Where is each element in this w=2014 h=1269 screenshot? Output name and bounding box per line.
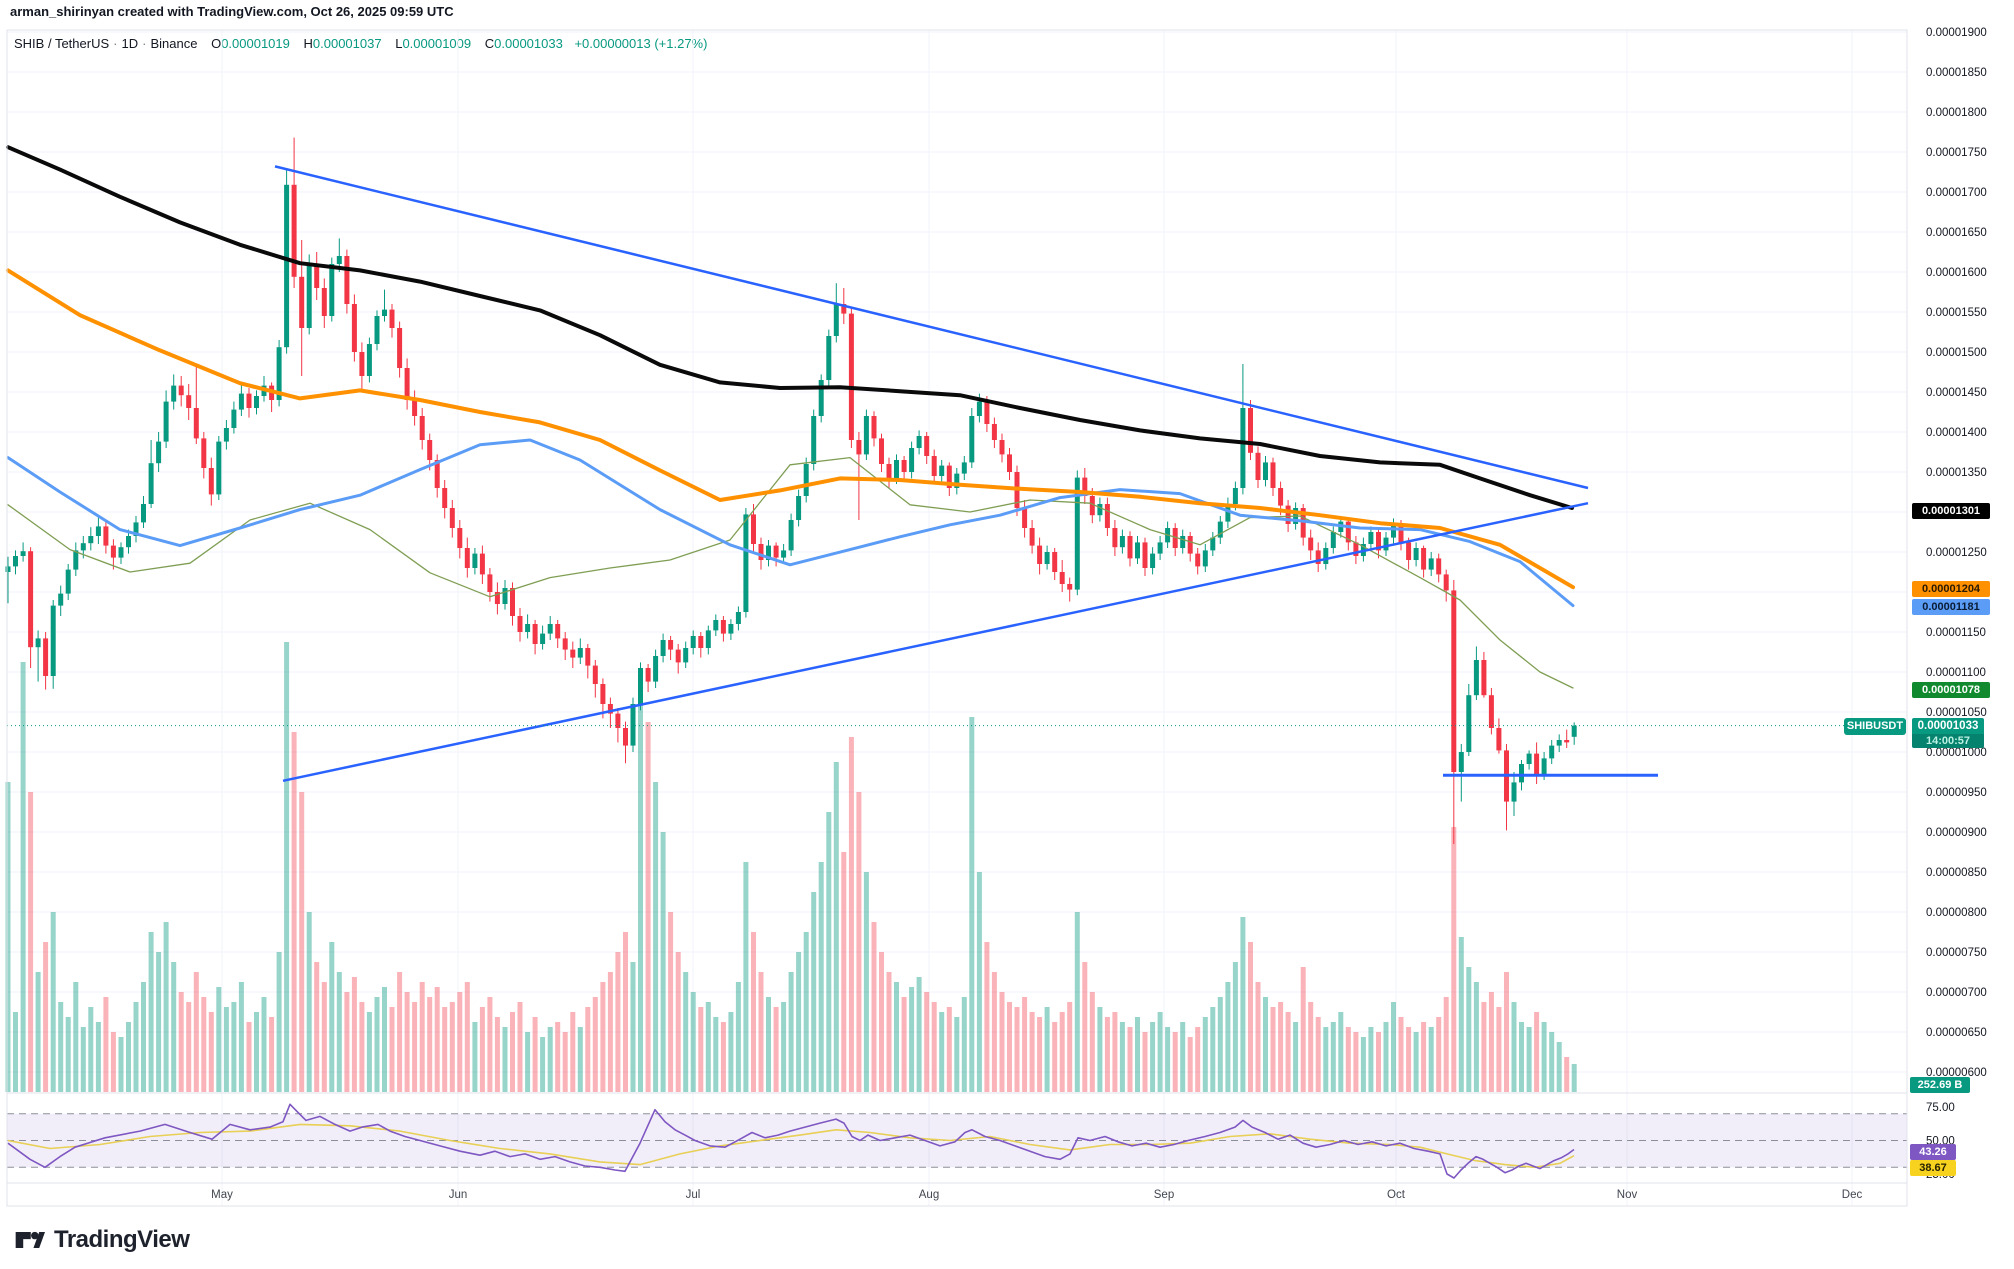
tradingview-logo-icon — [15, 1231, 45, 1248]
month-label: Oct — [1387, 1189, 1406, 1201]
price-tick-label: 0.00001000 — [1926, 747, 1987, 759]
tradingview-logo[interactable]: TradingView — [13, 1224, 190, 1256]
month-label: Sep — [1154, 1189, 1174, 1201]
price-tick-label: 0.00001650 — [1926, 227, 1987, 239]
volume-badge: 252.69 B — [1910, 1077, 1970, 1093]
price-tick-label: 0.00001100 — [1926, 667, 1986, 679]
price-tick-label: 0.00001800 — [1926, 107, 1987, 119]
rsi-tick-label: 75.00 — [1926, 1102, 1955, 1114]
moving-average-green[interactable] — [7, 456, 1574, 689]
price-tick-label: 0.00001050 — [1926, 707, 1987, 719]
price-tick-label: 0.00000850 — [1926, 867, 1987, 879]
month-label: Jul — [686, 1189, 701, 1201]
last-price-value: 0.00001033 — [1917, 720, 1979, 732]
price-tick-label: 0.00000700 — [1926, 987, 1987, 999]
last-price-badge: 0.00001033 14:00:57 — [1912, 718, 1984, 748]
ma-price-badge-black: 0.00001301 — [1912, 503, 1990, 519]
moving-average-blue[interactable] — [6, 438, 1575, 608]
month-label: Aug — [919, 1189, 939, 1201]
price-tick-label: 0.00001600 — [1926, 267, 1987, 279]
legend-separator: · — [113, 36, 118, 51]
legend-close-label: C — [484, 36, 495, 51]
legend-exchange: Binance — [150, 36, 198, 51]
month-label: May — [211, 1189, 233, 1201]
last-price-symbol-label: SHIBUSDT — [1844, 718, 1906, 735]
ma-price-badge-green: 0.00001078 — [1912, 682, 1990, 698]
legend-open-label: O — [211, 36, 222, 51]
price-tick-label: 0.00001400 — [1926, 427, 1987, 439]
price-tick-label: 0.00001150 — [1926, 627, 1986, 639]
price-tick-label: 0.00001700 — [1926, 187, 1987, 199]
price-tick-label: 0.00001550 — [1926, 307, 1987, 319]
month-label: Nov — [1617, 1189, 1638, 1201]
legend-low-value: 0.00001009 — [402, 36, 472, 51]
trendline-lower-triangle[interactable] — [282, 501, 1589, 783]
price-tick-label: 0.00001250 — [1926, 547, 1987, 559]
chart-frame — [6, 29, 1908, 1207]
bar-countdown: 14:00:57 — [1912, 734, 1984, 748]
price-tick-label: 0.00001750 — [1926, 147, 1987, 159]
price-tick-label: 0.00001450 — [1926, 387, 1987, 399]
price-tick-label: 0.00000750 — [1926, 947, 1987, 959]
legend-close-value: 0.00001033 — [494, 36, 563, 51]
price-tick-label: 0.00001850 — [1926, 67, 1987, 79]
price-tick-label: 0.00000600 — [1926, 1067, 1987, 1079]
rsi-ma-value-badge: 38.67 — [1910, 1160, 1956, 1176]
moving-average-black[interactable] — [6, 145, 1574, 510]
price-tick-label: 0.00001900 — [1926, 27, 1987, 39]
price-tick-label: 0.00001350 — [1926, 467, 1987, 479]
ma-price-badge-orange: 0.00001204 — [1912, 581, 1990, 597]
legend-interval: 1D — [121, 36, 139, 51]
price-tick-label: 0.00000650 — [1926, 1027, 1987, 1039]
price-tick-label: 0.00001500 — [1926, 347, 1987, 359]
legend-high-label: H — [303, 36, 313, 51]
chart-attribution-title: arman_shirinyan created with TradingView… — [10, 4, 454, 19]
month-label: Dec — [1842, 1189, 1863, 1201]
legend-open-value: 0.00001019 — [221, 36, 290, 51]
candlestick-series — [5, 137, 1577, 844]
rsi-value-badge: 43.26 — [1910, 1144, 1956, 1160]
symbol-legend: SHIB / TetherUS · 1D · Binance O0.00001019 H… — [14, 36, 707, 51]
ma-price-badge-blue: 0.00001181 — [1912, 599, 1990, 615]
price-tick-label: 0.00000950 — [1926, 787, 1987, 799]
volume-series — [5, 642, 1577, 1092]
month-label: Jun — [449, 1189, 468, 1201]
price-tick-label: 0.00000900 — [1926, 827, 1987, 839]
price-tick-label: 0.00000800 — [1926, 907, 1987, 919]
rsi-line-purple[interactable] — [7, 1103, 1575, 1179]
legend-change-value: +0.00000013 (+1.27%) — [574, 36, 708, 51]
trendline-upper-triangle[interactable] — [274, 165, 1589, 490]
legend-symbol: SHIB / TetherUS — [14, 36, 110, 51]
tradingview-logo-text: TradingView — [54, 1226, 190, 1253]
legend-separator: · — [142, 36, 147, 51]
time-axis[interactable]: May Jun Jul Aug Sep Oct Nov Dec — [211, 1189, 1862, 1201]
moving-average-orange[interactable] — [6, 268, 1575, 590]
legend-low-label: L — [395, 36, 403, 51]
legend-high-value: 0.00001037 — [312, 36, 382, 51]
